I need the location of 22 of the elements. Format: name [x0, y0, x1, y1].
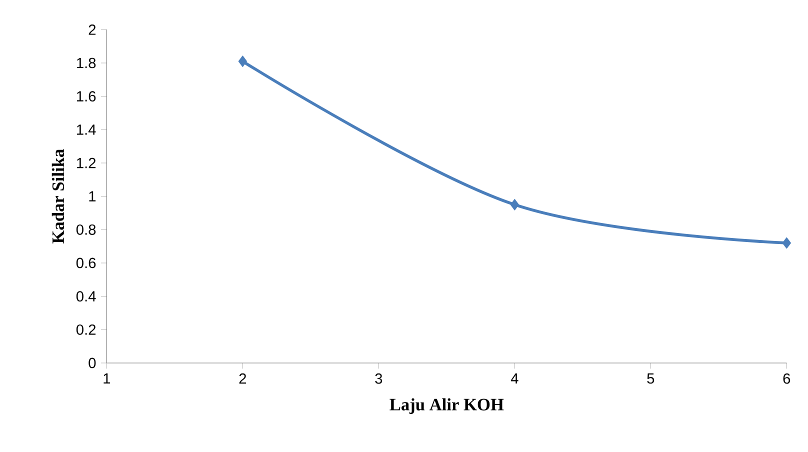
y-tick-label: 0 [88, 358, 96, 368]
y-tick-label: 0.2 [76, 324, 96, 335]
y-tick-label: 1.6 [76, 91, 96, 102]
x-tick-label: 4 [510, 373, 518, 384]
x-tick-label: 1 [104, 373, 110, 384]
y-tick-label: 0.8 [76, 224, 96, 235]
y-tick-label: 1.4 [76, 124, 96, 135]
y-tick-label: 1.8 [76, 58, 96, 68]
y-tick-label: 0.4 [76, 291, 96, 302]
x-tick-label: 3 [375, 373, 382, 384]
x-tick-label: 2 [239, 373, 246, 384]
y-tick-label: 1 [89, 191, 96, 202]
y-tick-label: 1.2 [76, 158, 96, 168]
x-axis-title: Laju Alir KOH [390, 398, 504, 414]
x-tick-label: 5 [647, 373, 654, 384]
y-tick-label: 2 [88, 24, 96, 35]
x-tick-label: 6 [783, 373, 790, 384]
y-tick-label: 0.6 [76, 258, 96, 268]
point [782, 237, 791, 249]
y-axis-title: Kadar Silika [52, 149, 64, 244]
point [238, 56, 247, 67]
point [510, 198, 519, 210]
